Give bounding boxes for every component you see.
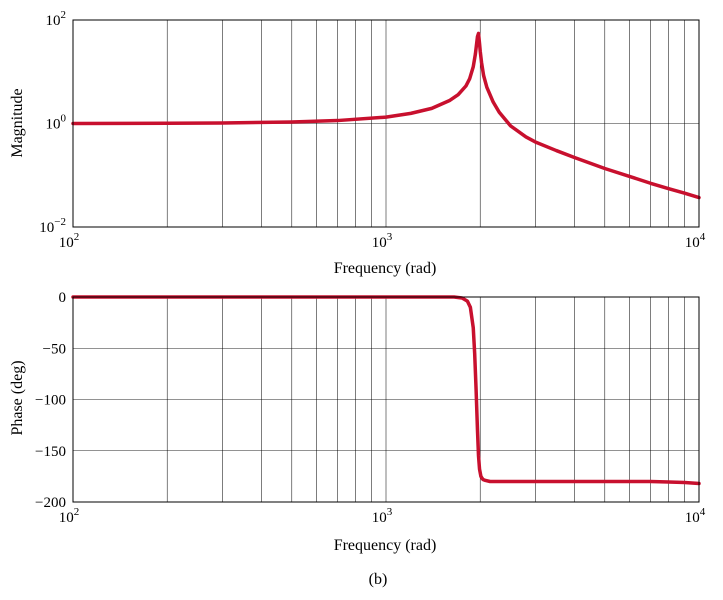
magnitude-y-tick-label: 100: [46, 113, 67, 133]
phase-x-axis-label: Frequency (rad): [334, 537, 437, 554]
phase-y-tick-label: −200: [35, 495, 66, 511]
magnitude-y-tick-label: 102: [46, 9, 67, 29]
phase-y-tick-label: 0: [59, 290, 67, 306]
magnitude-x-axis-label: Frequency (rad): [334, 260, 437, 277]
magnitude-plot-frame: [72, 19, 700, 228]
magnitude-x-tick-label: 102: [59, 231, 80, 251]
magnitude-y-axis-label: Magnitude: [9, 88, 26, 157]
magnitude-x-tick-label: 103: [372, 231, 393, 251]
magnitude-y-tick-label: 10−2: [39, 216, 66, 236]
phase-x-tick-label: 104: [685, 506, 706, 526]
phase-x-tick-label: 102: [59, 506, 80, 526]
phase-y-axis-label: Phase (deg): [9, 360, 26, 435]
phase-y-tick-label: −50: [43, 341, 66, 357]
phase-x-tick-label: 103: [372, 506, 393, 526]
figure-caption: (b): [369, 571, 388, 588]
phase-y-tick-label: −100: [35, 393, 66, 409]
phase-y-tick-label: −150: [35, 444, 66, 460]
phase-plot-frame: [72, 296, 700, 503]
magnitude-series-line: [71, 31, 701, 200]
magnitude-x-tick-label: 104: [685, 231, 706, 251]
